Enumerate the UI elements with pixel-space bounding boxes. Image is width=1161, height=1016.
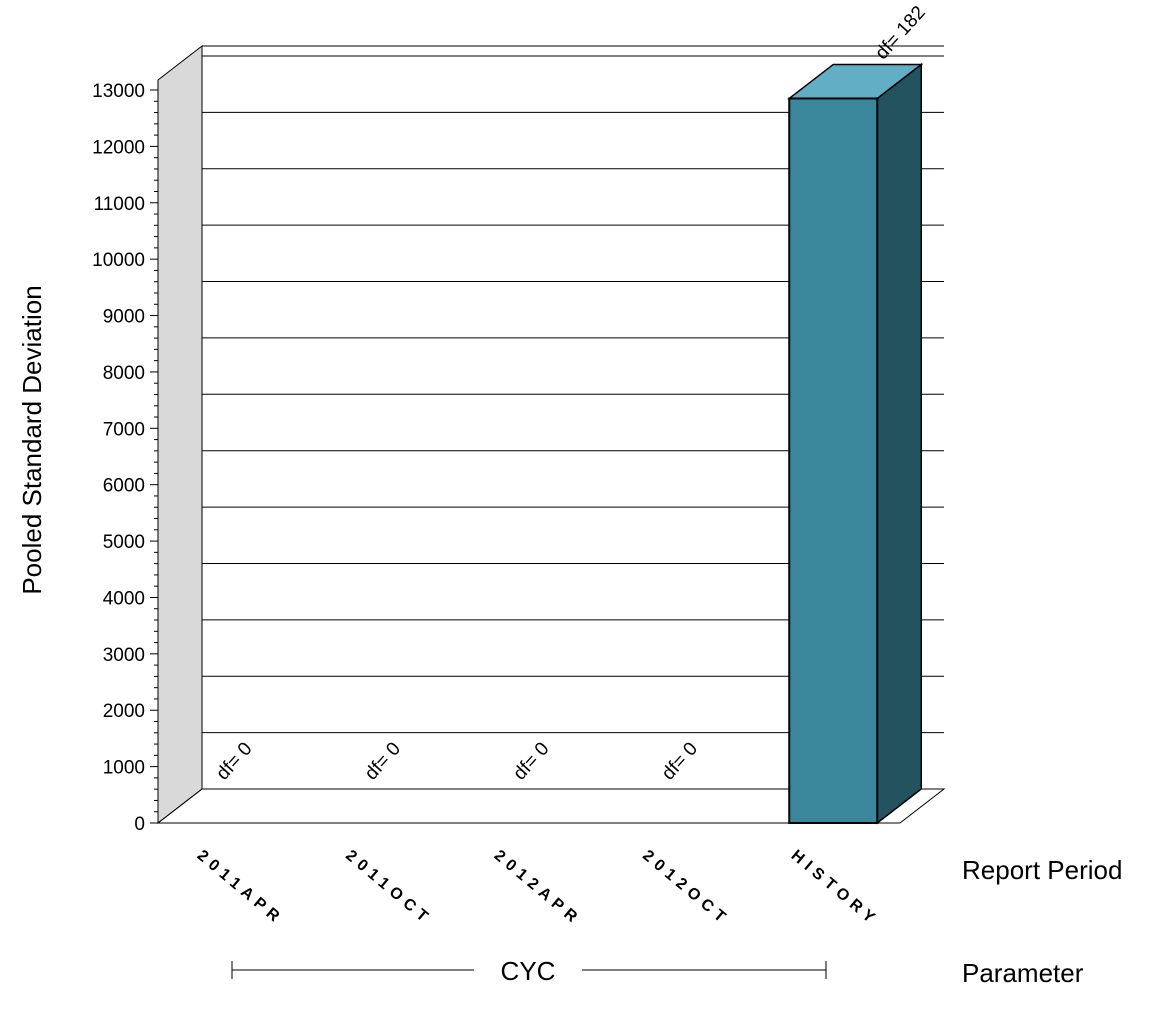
data-label: df= 0 [212,738,256,784]
bar [788,97,879,824]
parameter-axis-title: Parameter [962,958,1084,988]
bars [787,62,924,825]
y-tick-label: 10000 [92,250,145,271]
y-tick-label: 3000 [103,645,145,666]
y-tick-label: 9000 [103,307,145,328]
parameter-group-bracket: CYC [231,956,827,986]
data-label: df= 0 [509,738,553,784]
y-tick-label: 4000 [103,588,145,609]
y-tick-label: 6000 [103,476,145,497]
y-tick-label: 0 [134,814,145,835]
y-tick-label: 7000 [103,419,145,440]
x-tick-label: 2012APR [491,847,585,929]
x-axis: 2011APR 2011OCT 2012APR 2012OCT HISTORY [194,847,882,930]
x-axis-title: Report Period [962,855,1122,885]
x-tick-label: 2012OCT [639,847,733,929]
x-tick-label: 2011OCT [342,847,435,929]
floor-outline [157,788,946,824]
y-tick-label: 12000 [92,137,145,158]
y-tick-label: 5000 [103,532,145,553]
data-label: df= 182 [871,2,929,64]
y-tick-label: 13000 [92,81,145,102]
x-tick-label: HISTORY [788,847,882,930]
y-axis-title: Pooled Standard Deviation [17,285,47,594]
y-tick-label: 1000 [103,758,145,779]
data-label: df= 0 [361,738,405,784]
y-tick-label: 2000 [103,701,145,722]
y-tick-label: 8000 [103,363,145,384]
bar-side [876,62,922,825]
x-tick-label: 2011APR [194,847,287,929]
parameter-group-label: CYC [501,956,556,986]
left-wall [157,44,203,825]
y-tick-label: 11000 [94,194,145,215]
y-axis: 0 1000 2000 3000 4000 5000 6000 7000 8000 9000 100… [92,80,159,835]
data-label: df= 0 [658,738,702,784]
